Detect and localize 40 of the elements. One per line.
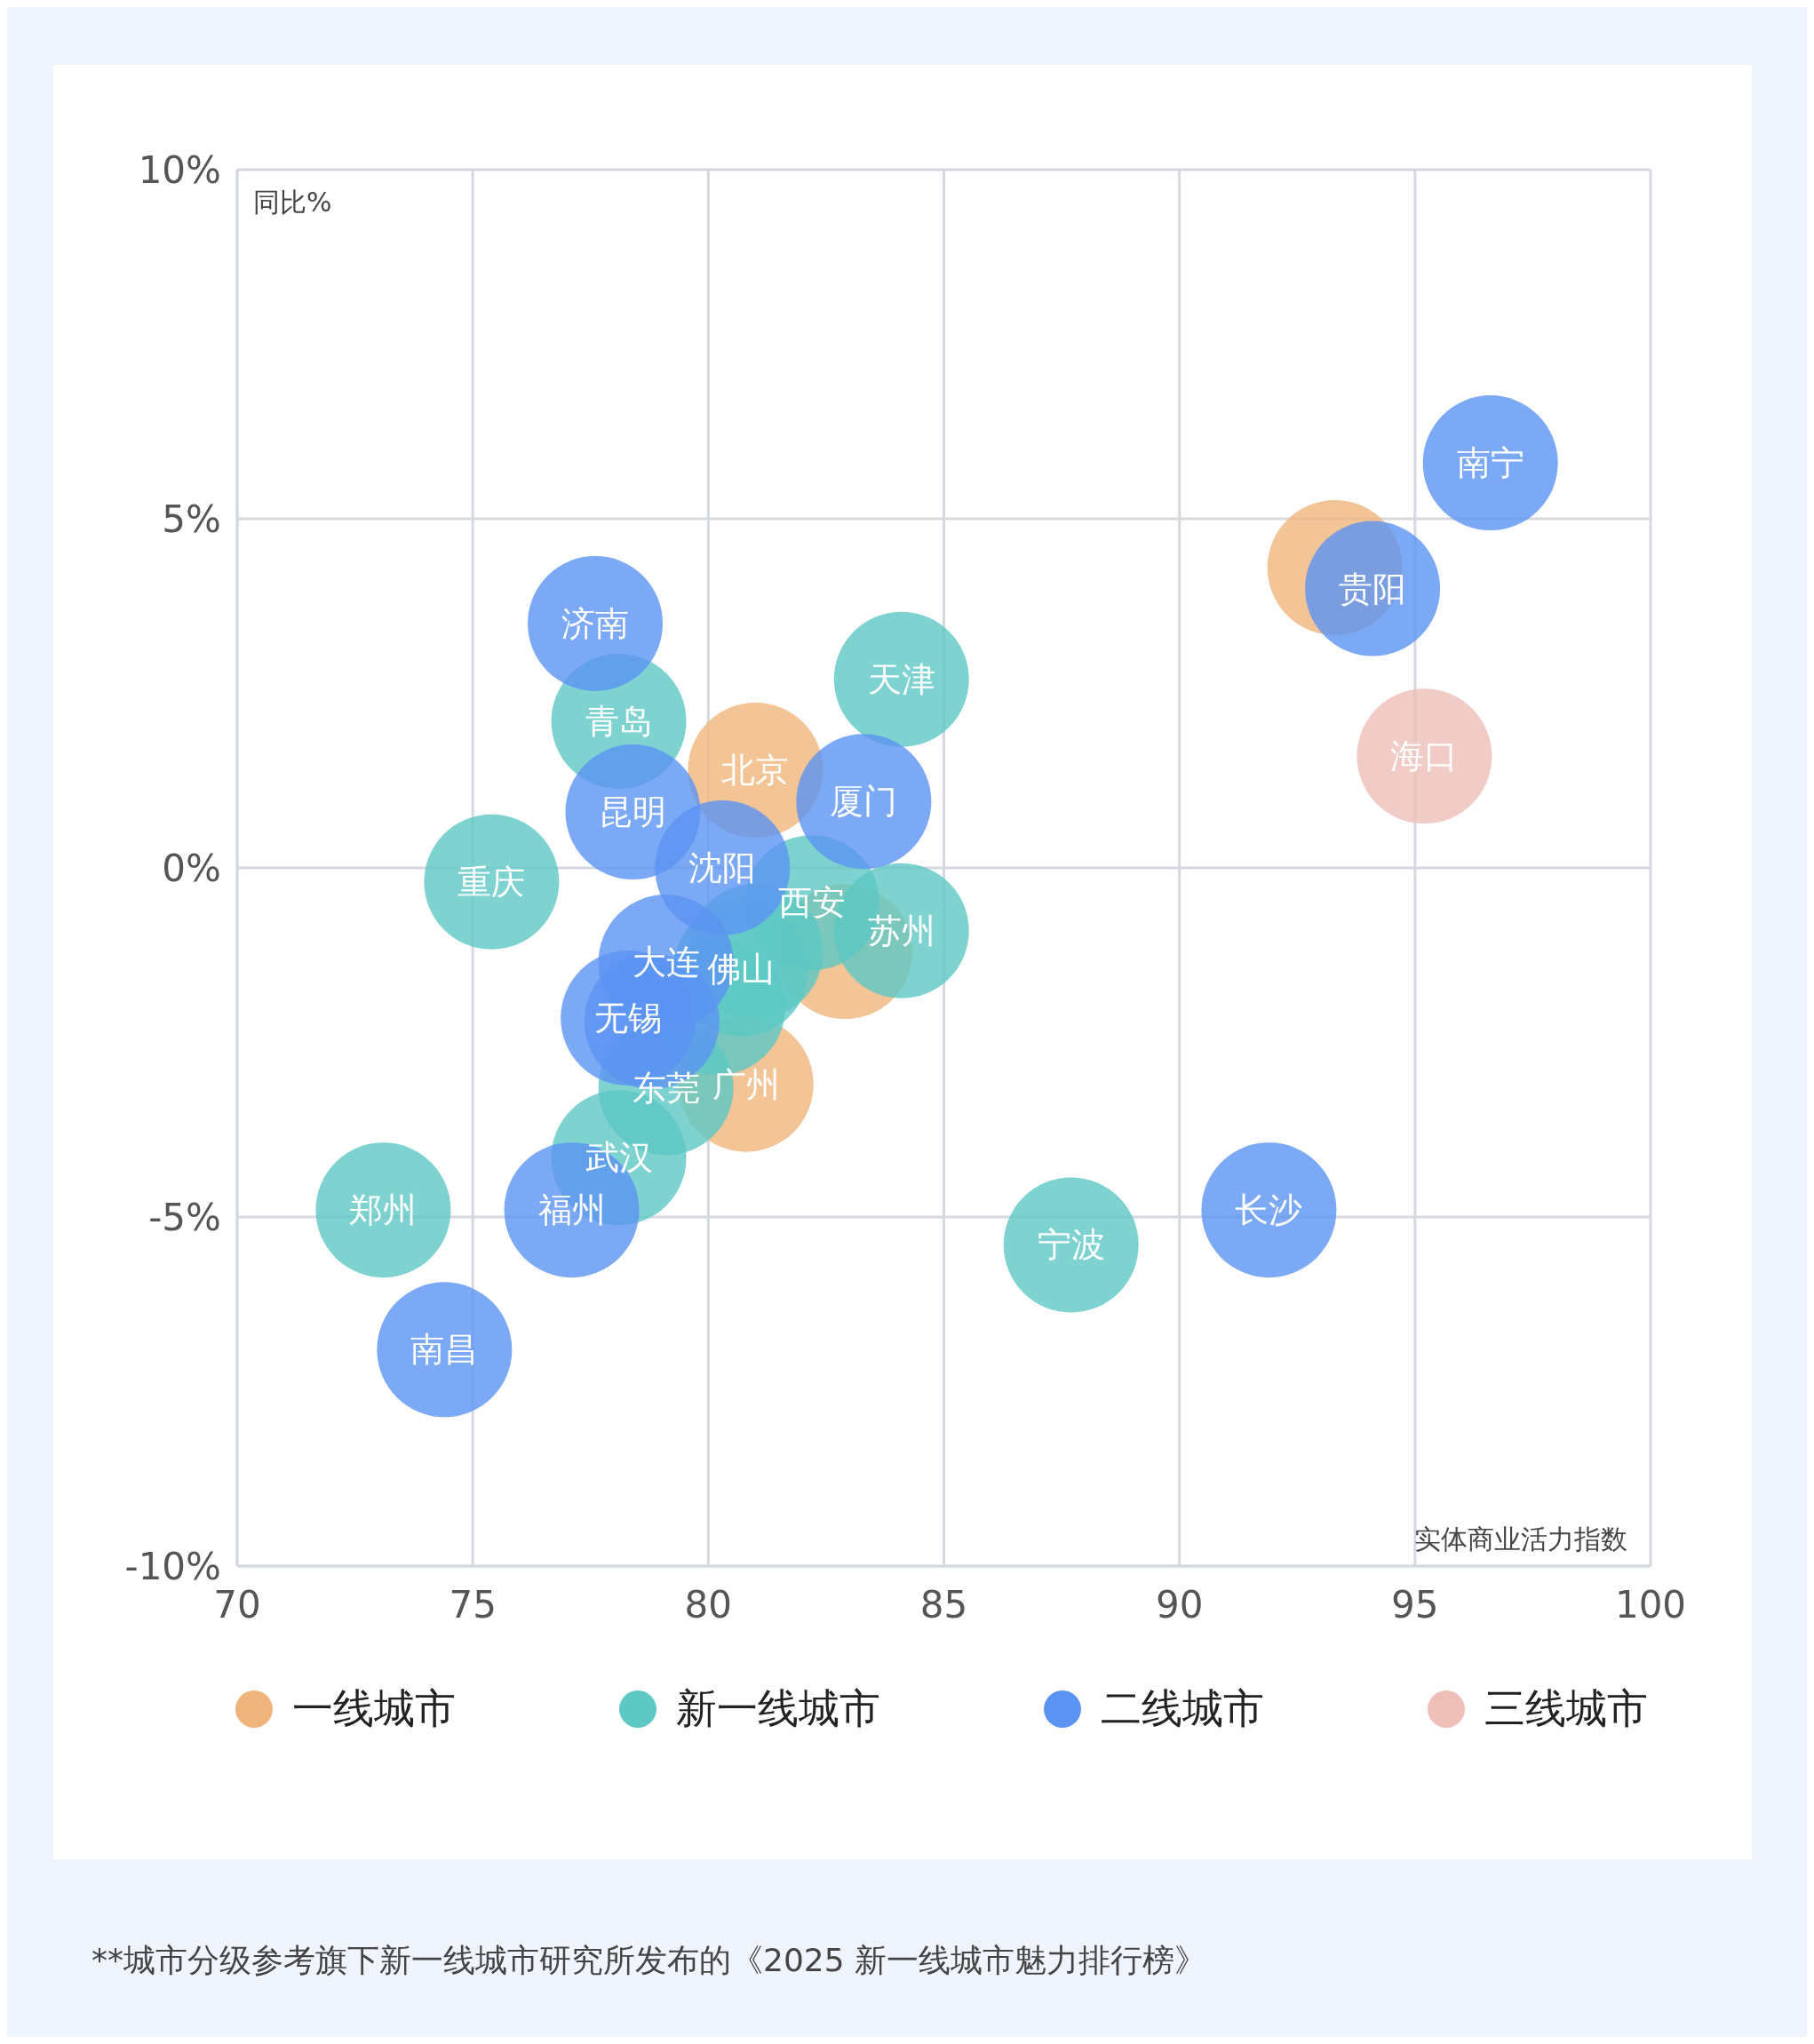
data-label: 无锡 (594, 998, 663, 1038)
data-label: 南昌 (410, 1330, 479, 1370)
legend-label: 三线城市 (1484, 1683, 1648, 1734)
data-label: 贵阳 (1339, 569, 1407, 608)
data-label: 大连 (632, 942, 700, 982)
x-tick-label: 100 (1614, 1582, 1687, 1626)
data-label: 福州 (537, 1190, 606, 1230)
x-tick-label: 75 (449, 1582, 497, 1626)
data-label: 郑州 (349, 1190, 418, 1230)
data-label: 昆明 (599, 792, 667, 832)
data-label: 东莞 (632, 1068, 700, 1108)
data-label: 宁波 (1037, 1225, 1105, 1265)
legend-label: 新一线城市 (676, 1683, 880, 1734)
y-tick-label: 10% (138, 147, 221, 192)
x-axis-title: 实体商业活力指数 (1414, 1523, 1627, 1556)
data-label: 南宁 (1456, 443, 1524, 483)
y-axis-title: 同比% (253, 186, 332, 219)
data-label: 青岛 (585, 701, 653, 741)
y-tick-label: 0% (162, 846, 221, 890)
data-label: 苏州 (867, 911, 935, 950)
x-tick-label: 95 (1391, 1582, 1439, 1626)
data-label: 重庆 (457, 862, 526, 902)
x-tick-label: 90 (1155, 1582, 1204, 1626)
y-tick-label: -5% (148, 1195, 221, 1239)
x-tick-label: 80 (684, 1582, 733, 1626)
data-label: 西安 (778, 883, 847, 923)
x-tick-label: 85 (919, 1582, 968, 1626)
data-label: 海口 (1390, 736, 1459, 776)
data-label: 佛山 (707, 949, 776, 989)
data-label: 北京 (721, 750, 790, 790)
legend-label: 二线城市 (1101, 1683, 1264, 1734)
legend-label: 一线城市 (292, 1683, 456, 1734)
data-label: 厦门 (830, 782, 898, 822)
text: **城市分级参考旗下新一线城市研究所发布的《2025 新一线城市魅力排行榜》 (91, 1941, 1207, 1980)
data-label: 沈阳 (688, 848, 757, 887)
data-label: 武汉 (585, 1138, 653, 1178)
data-label: 济南 (561, 603, 630, 643)
data-label: 长沙 (1235, 1190, 1303, 1230)
y-tick-label: 5% (162, 497, 221, 541)
data-label: 天津 (867, 659, 935, 699)
